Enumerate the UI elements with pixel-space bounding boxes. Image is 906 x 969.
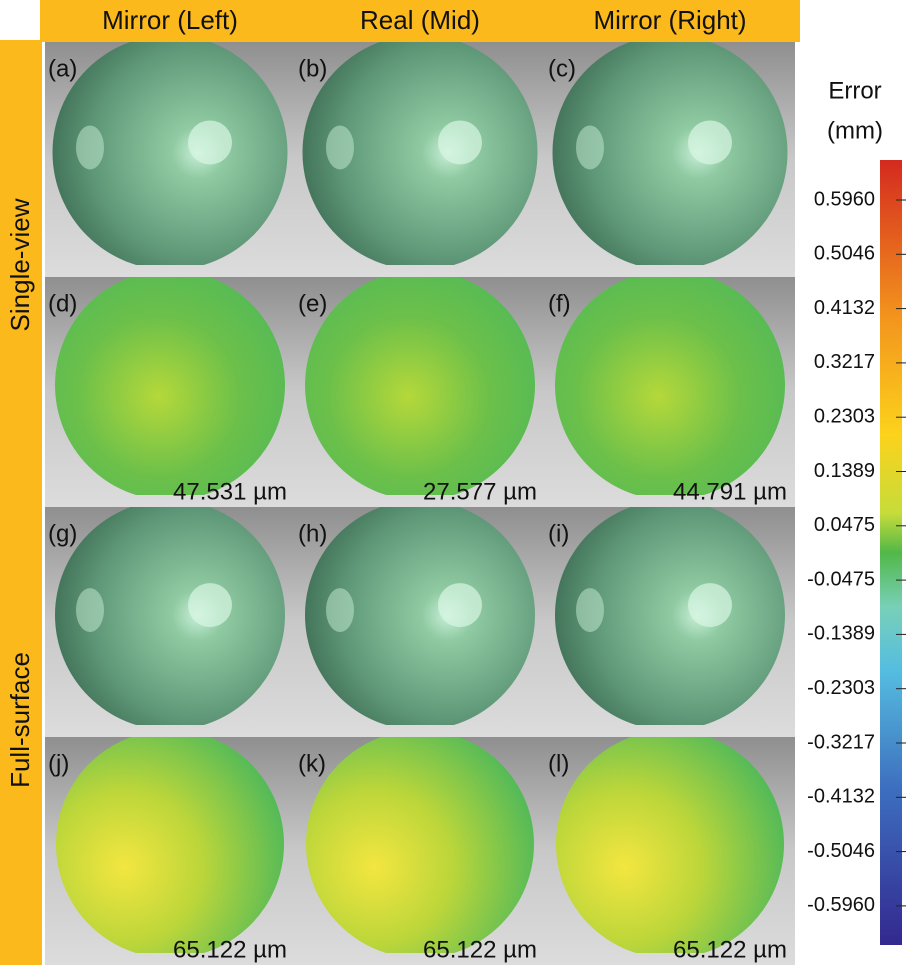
panel xyxy=(45,35,295,277)
highlight xyxy=(688,583,732,627)
highlight xyxy=(326,588,354,632)
colorbar-tick-label: -0.2303 xyxy=(807,677,875,699)
colorbar-tick-label: 0.0475 xyxy=(814,514,875,536)
row-label: Full-surface xyxy=(5,652,35,788)
error-value: 65.122 µm xyxy=(423,936,537,963)
colorbar-tick-label: 0.4132 xyxy=(814,297,875,319)
panel xyxy=(545,35,795,277)
highlight xyxy=(76,588,104,632)
panel xyxy=(545,500,795,737)
highlight xyxy=(188,120,232,164)
colorbar-tick-label: -0.1389 xyxy=(807,623,875,645)
column-header: Real (Mid) xyxy=(360,5,480,35)
colorbar-tick-label: 0.2303 xyxy=(814,405,875,427)
panel xyxy=(45,270,295,507)
side-bar xyxy=(0,40,42,965)
error-value: 47.531 µm xyxy=(173,478,287,505)
panel xyxy=(295,730,545,965)
colorbar-tick-label: 0.3217 xyxy=(814,351,875,373)
sphere xyxy=(556,730,784,958)
highlight xyxy=(438,120,482,164)
figure: Error (mm) Mirror (Left) Real (Mid) Mirror… xyxy=(0,0,906,969)
sphere xyxy=(55,270,285,500)
panel xyxy=(45,500,295,737)
panel-label: (f) xyxy=(548,290,571,317)
column-header: Mirror (Right) xyxy=(593,5,746,35)
panel xyxy=(295,500,545,737)
panel-label: (i) xyxy=(548,520,569,547)
panel-label: (l) xyxy=(548,750,569,777)
colorbar xyxy=(880,160,902,945)
sphere xyxy=(305,270,535,500)
error-value: 44.791 µm xyxy=(673,478,787,505)
colorbar-tick-label: -0.3217 xyxy=(807,731,875,753)
colorbar-tick-label: 0.1389 xyxy=(814,460,875,482)
sphere xyxy=(555,270,785,500)
panel xyxy=(295,35,545,277)
colorbar-tick-label: 0.5960 xyxy=(814,188,875,210)
panel xyxy=(545,270,795,507)
panel-label: (b) xyxy=(298,55,327,82)
highlight xyxy=(76,125,104,169)
colorbar-tick-label: -0.5046 xyxy=(807,840,875,862)
error-value: 65.122 µm xyxy=(673,936,787,963)
row-label: Single-view xyxy=(5,198,35,331)
panel xyxy=(295,270,545,507)
highlight xyxy=(326,125,354,169)
panel-label: (h) xyxy=(298,520,327,547)
highlight xyxy=(438,583,482,627)
highlight xyxy=(576,125,604,169)
highlight xyxy=(576,588,604,632)
panel-label: (e) xyxy=(298,290,327,317)
highlight xyxy=(188,583,232,627)
colorbar-title: Error xyxy=(828,77,881,104)
panel-label: (k) xyxy=(298,750,326,777)
sphere xyxy=(306,730,534,958)
colorbar-tick-label: -0.0475 xyxy=(807,568,875,590)
colorbar-tick-label: 0.5046 xyxy=(814,243,875,265)
panel-label: (c) xyxy=(548,55,576,82)
panel xyxy=(545,730,795,965)
error-value: 65.122 µm xyxy=(173,936,287,963)
colorbar-unit: (mm) xyxy=(827,117,883,144)
panel-label: (g) xyxy=(48,520,77,547)
panel-label: (d) xyxy=(48,290,77,317)
sphere xyxy=(56,730,284,958)
panel xyxy=(45,730,295,965)
error-value: 27.577 µm xyxy=(423,478,537,505)
highlight xyxy=(688,120,732,164)
colorbar-tick-label: -0.5960 xyxy=(807,894,875,916)
colorbar-tick-label: -0.4132 xyxy=(807,786,875,808)
panel-label: (a) xyxy=(48,55,77,82)
column-header: Mirror (Left) xyxy=(102,5,238,35)
panel-label: (j) xyxy=(48,750,69,777)
